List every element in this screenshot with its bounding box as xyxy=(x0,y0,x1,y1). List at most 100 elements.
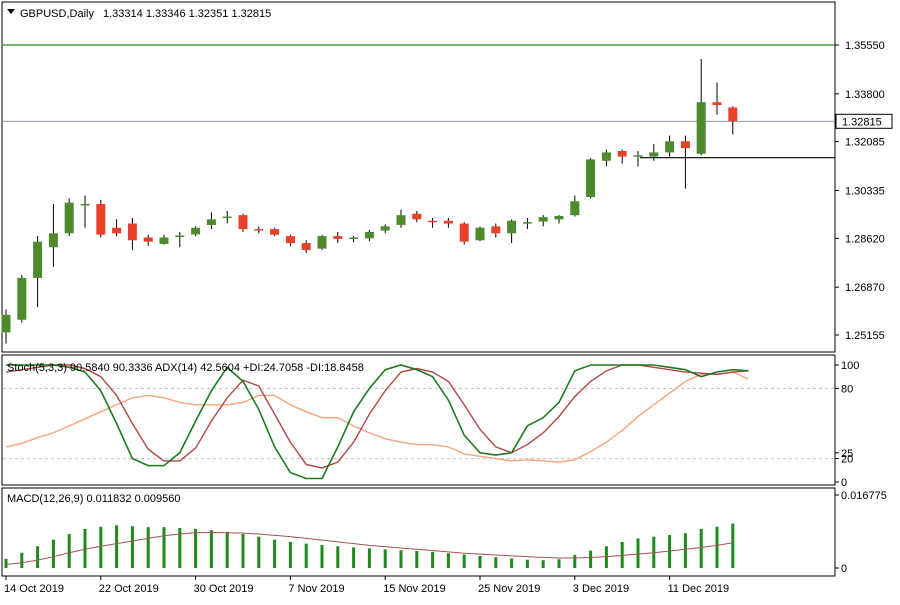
candle[interactable] xyxy=(364,231,374,239)
price-panel[interactable]: 1.35550 1.33800 1.32085 1.30335 1.28620 1.268… xyxy=(1,1,893,353)
macd-bar xyxy=(20,552,24,568)
candle[interactable] xyxy=(333,236,343,239)
macd-bar xyxy=(336,546,340,568)
macd-bar xyxy=(715,526,719,568)
candle[interactable] xyxy=(712,102,722,105)
price-tick-label: 1.25155 xyxy=(845,330,885,342)
macd-bar xyxy=(415,551,419,568)
candle[interactable] xyxy=(127,223,137,241)
price-axis: 1.35550 1.33800 1.32085 1.30335 1.28620 1.268… xyxy=(835,40,885,342)
candle[interactable] xyxy=(728,107,738,122)
time-tick-label: 7 Nov 2019 xyxy=(288,583,344,595)
candle[interactable] xyxy=(586,159,596,198)
macd-bar xyxy=(462,554,466,568)
candle[interactable] xyxy=(17,277,27,320)
macd-bar xyxy=(273,539,277,568)
macd-panel-frame xyxy=(1,487,836,577)
macd-bar xyxy=(399,550,403,568)
candles-group[interactable] xyxy=(1,58,738,344)
candle[interactable] xyxy=(222,216,232,219)
candle[interactable] xyxy=(538,217,548,222)
candle[interactable] xyxy=(1,314,11,333)
candle[interactable] xyxy=(206,219,216,225)
candle[interactable] xyxy=(380,226,390,231)
candle[interactable] xyxy=(696,102,706,154)
candle[interactable] xyxy=(301,243,311,251)
candle[interactable] xyxy=(143,237,153,242)
candle[interactable] xyxy=(159,237,169,244)
macd-bar xyxy=(225,531,229,568)
macd-bar xyxy=(99,526,103,568)
macd-bar xyxy=(510,558,514,568)
candle[interactable] xyxy=(238,215,248,230)
macd-bar xyxy=(731,523,735,568)
time-tick-label: 14 Oct 2019 xyxy=(4,583,64,595)
price-tick-label: 1.32085 xyxy=(845,137,885,149)
macd-bar xyxy=(209,530,213,568)
candle[interactable] xyxy=(507,220,517,234)
candle[interactable] xyxy=(570,201,580,216)
candle[interactable] xyxy=(428,220,438,223)
candle[interactable] xyxy=(191,227,201,235)
macd-bar xyxy=(36,546,40,568)
candle[interactable] xyxy=(349,237,359,239)
candle[interactable] xyxy=(522,222,532,224)
candle[interactable] xyxy=(33,241,43,278)
macd-panel[interactable]: 0.016775 0 MACD(12,26,9) 0.011832 0.00956… xyxy=(1,487,887,577)
time-tick-label: 22 Oct 2019 xyxy=(99,583,159,595)
candle[interactable] xyxy=(285,236,295,244)
candle[interactable] xyxy=(459,223,469,242)
macd-bar xyxy=(241,534,245,568)
symbol-label: GBPUSD,Daily xyxy=(20,8,94,20)
macd-signal-line xyxy=(5,531,733,566)
macd-bar xyxy=(115,525,119,568)
candle[interactable] xyxy=(112,227,122,234)
macd-bar xyxy=(83,528,87,568)
stoch-tick-label: 25 xyxy=(841,448,853,460)
symbol-dropdown-icon[interactable] xyxy=(7,9,15,14)
macd-axis: 0.016775 0 xyxy=(835,490,887,575)
macd-bar xyxy=(683,533,687,568)
candle[interactable] xyxy=(554,216,564,220)
macd-bar xyxy=(178,527,182,568)
candle[interactable] xyxy=(270,229,280,235)
candle[interactable] xyxy=(443,220,453,224)
current-price-tag-text: 1.32815 xyxy=(842,116,882,128)
candle[interactable] xyxy=(254,229,264,231)
macd-bar xyxy=(51,539,55,568)
macd-bar xyxy=(383,549,387,568)
candle[interactable] xyxy=(175,235,185,238)
candle[interactable] xyxy=(317,236,327,249)
candle[interactable] xyxy=(396,215,406,225)
candle[interactable] xyxy=(64,202,74,234)
stoch-tick-label: 100 xyxy=(841,360,859,372)
candle[interactable] xyxy=(665,141,675,153)
macd-bar xyxy=(67,534,71,568)
macd-bar xyxy=(194,528,198,568)
macd-bar xyxy=(557,559,561,568)
time-tick-label: 15 Nov 2019 xyxy=(383,583,445,595)
candle[interactable] xyxy=(649,152,659,157)
macd-bar xyxy=(541,560,545,568)
candle[interactable] xyxy=(475,227,485,241)
candle[interactable] xyxy=(80,204,90,206)
candle[interactable] xyxy=(412,213,422,220)
macd-bar xyxy=(478,555,482,568)
macd-bar xyxy=(636,538,640,568)
candle[interactable] xyxy=(617,151,627,157)
candle[interactable] xyxy=(633,155,643,157)
candle[interactable] xyxy=(601,152,611,161)
candle[interactable] xyxy=(48,233,58,248)
candle[interactable] xyxy=(680,141,690,149)
candle[interactable] xyxy=(96,204,106,235)
stoch-label: Stoch(5,3,3) 90.5840 90.3336 ADX(14) 42.… xyxy=(7,362,364,374)
macd-bar xyxy=(320,544,324,568)
macd-bar xyxy=(573,554,577,568)
stoch-tick-label: 80 xyxy=(841,383,853,395)
candle[interactable] xyxy=(491,226,501,234)
time-tick-label: 25 Nov 2019 xyxy=(478,583,540,595)
